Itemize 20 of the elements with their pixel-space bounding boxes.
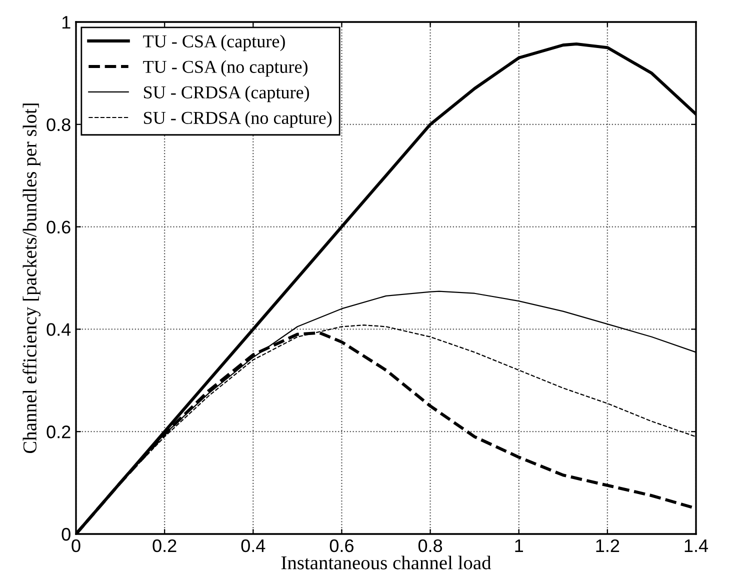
x-tick-label: 0.6 xyxy=(330,539,354,552)
y-tick-label: 0.2 xyxy=(46,426,70,438)
y-tick-label: 0 xyxy=(62,528,70,541)
y-tick-label: 0.6 xyxy=(46,220,70,234)
x-tick-label: 1.4 xyxy=(684,540,708,552)
x-tick-label: 0 xyxy=(72,539,80,552)
legend-label: TU - CSA (no capture) xyxy=(143,60,308,77)
x-tick-label: 0.8 xyxy=(418,539,442,552)
x-tick-label: 0.4 xyxy=(241,539,266,552)
x-tick-label: 0.2 xyxy=(152,539,176,552)
y-tick-label: 0.4 xyxy=(46,323,71,336)
y-tick-label: 1 xyxy=(62,16,70,29)
legend-label: SU - CRDSA (capture) xyxy=(144,86,310,102)
x-tick-label: 1.2 xyxy=(596,539,620,552)
y-tick-label: 0.8 xyxy=(46,118,70,132)
x-axis-title: Instantaneous channel load xyxy=(281,556,492,570)
x-tick-label: 1 xyxy=(515,540,523,552)
legend-label: SU - CRDSA (no capture) xyxy=(144,111,332,128)
y-axis-title: Channel efficiency [packets/bundles per slot] xyxy=(22,104,40,454)
legend-label: TU - CSA (capture) xyxy=(143,34,285,52)
